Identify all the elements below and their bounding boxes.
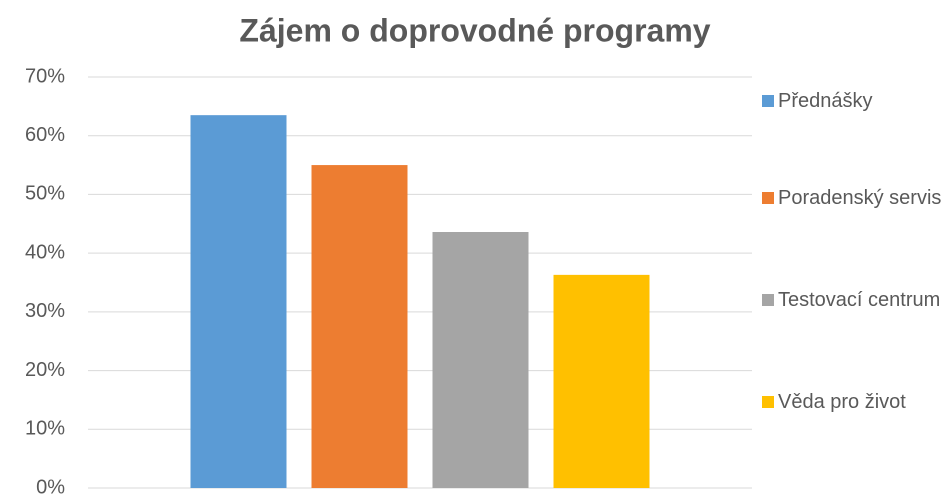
legend-swatch <box>762 396 774 408</box>
legend-label: Věda pro život <box>778 391 906 413</box>
y-tick-label: 70% <box>25 65 65 87</box>
legend-swatch <box>762 192 774 204</box>
legend-item: Přednášky <box>762 86 942 116</box>
y-tick-label: 30% <box>25 300 65 322</box>
bar <box>190 115 287 489</box>
y-tick-label: 60% <box>25 124 65 146</box>
legend-label: Přednášky <box>778 90 873 112</box>
legend-item: Testovací centrum <box>762 285 942 315</box>
bar <box>311 165 408 489</box>
legend-label: Poradenský servis <box>778 187 942 209</box>
legend-swatch <box>762 95 774 107</box>
y-tick-label: 10% <box>25 418 65 440</box>
bar <box>432 232 529 488</box>
legend-item: Věda pro život <box>762 387 942 417</box>
y-tick-label: 50% <box>25 183 65 205</box>
y-tick-label: 0% <box>36 476 65 496</box>
legend-label: Testovací centrum <box>778 289 941 311</box>
bar <box>553 274 650 488</box>
y-tick-label: 40% <box>25 241 65 263</box>
chart-title: Zájem o doprovodné programy <box>239 12 710 48</box>
legend-item: Poradenský servis <box>762 183 942 213</box>
legend-swatch <box>762 294 774 306</box>
y-tick-label: 20% <box>25 359 65 381</box>
